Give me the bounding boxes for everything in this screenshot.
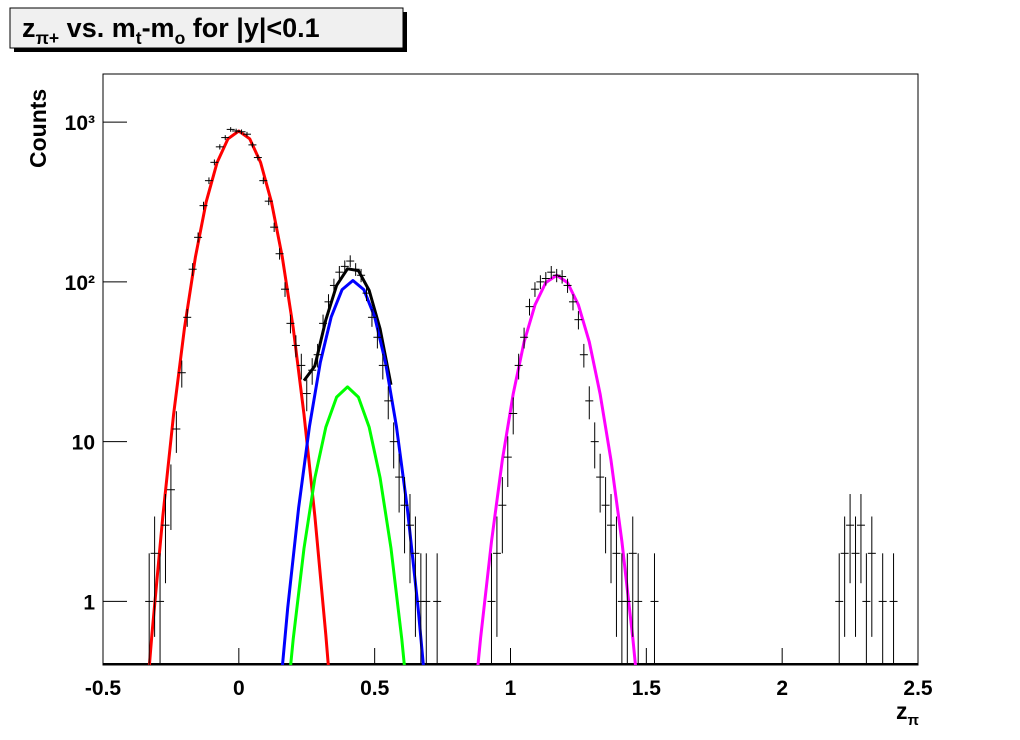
axes: -0.5 0 0.5 1 1.5 2 2.5 1 10 10² 10³	[65, 112, 933, 700]
x-tick-label: 1.5	[632, 677, 662, 700]
x-tick-label: 1	[505, 677, 517, 700]
x-tick-label: 0	[233, 677, 245, 700]
y-tick-label: 10	[72, 432, 95, 455]
y-tick-label: 10²	[65, 272, 95, 295]
subscript: o	[175, 28, 186, 48]
y-tick-label: 1	[83, 591, 95, 614]
x-tick-label: 2.5	[903, 677, 933, 700]
text-part: z	[22, 13, 36, 43]
fit-curve	[302, 267, 393, 386]
subscript: t	[136, 28, 142, 48]
text-part: for |y|<0.1	[185, 13, 319, 43]
y-tick-label: 10³	[65, 112, 95, 135]
x-tick-label: 0.5	[360, 677, 390, 700]
y-axis-label: Counts	[25, 89, 51, 168]
x-axis-label: zπ	[896, 698, 920, 729]
text-part: vs. m	[59, 13, 136, 43]
text-part: -m	[142, 13, 175, 43]
subscript: π	[908, 712, 920, 729]
subscript: π+	[36, 28, 60, 48]
chart-title: zπ+ vs. mt-mo for |y|<0.1	[22, 13, 320, 48]
fit-curve	[289, 385, 406, 665]
x-tick-label: 2	[776, 677, 788, 700]
fit-curve	[280, 279, 425, 665]
x-tick-label: -0.5	[85, 677, 122, 700]
text-part: z	[896, 698, 908, 724]
title-box	[9, 7, 404, 49]
